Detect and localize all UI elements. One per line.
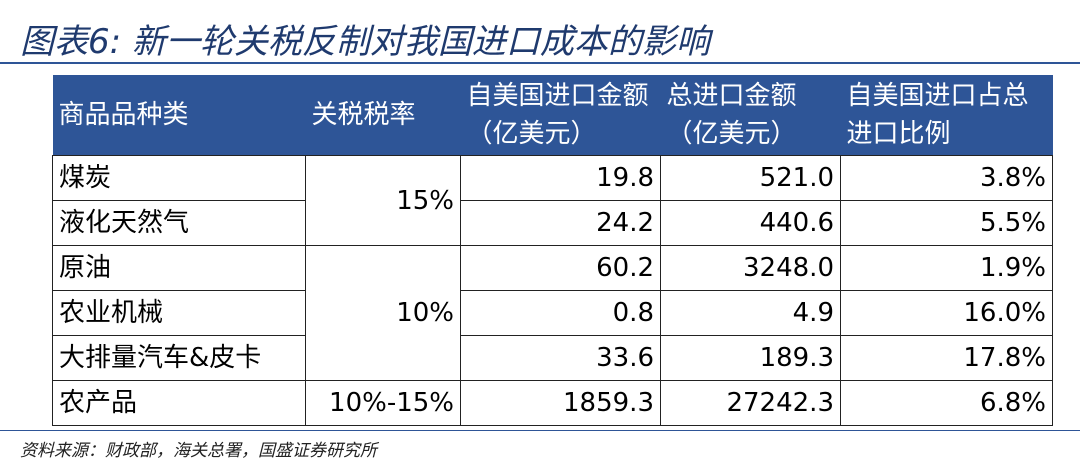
rate: 15% — [305, 155, 461, 246]
header-row: 商品品种类 关税税率 自美国进口金额（亿美元） 总进口金额（亿美元） 自美国进口… — [52, 75, 1053, 156]
total-import: 4.9 — [660, 290, 841, 336]
row: 液化天然气 24.2 440.6 5.5% — [52, 200, 1053, 246]
share: 17.8% — [840, 335, 1053, 381]
share: 5.5% — [840, 200, 1053, 246]
product: 大排量汽车&皮卡 — [52, 335, 306, 381]
share: 6.8% — [840, 380, 1053, 426]
product: 农产品 — [52, 380, 306, 426]
source-note: 资料来源：财政部，海关总署，国盛证券研究所 — [20, 441, 377, 461]
product: 液化天然气 — [52, 200, 306, 246]
rate: 10% — [305, 245, 461, 381]
column-header: 关税税率 — [305, 75, 461, 156]
title-rule — [0, 62, 1080, 64]
rate: 10%-15% — [305, 380, 461, 426]
us-import: 24.2 — [460, 200, 661, 246]
us-import: 60.2 — [460, 245, 661, 291]
product: 农业机械 — [52, 290, 306, 336]
product: 原油 — [52, 245, 306, 291]
column-header: 自美国进口占总进口比例 — [840, 75, 1053, 156]
product: 煤炭 — [52, 155, 306, 201]
share: 1.9% — [840, 245, 1053, 291]
total-import: 521.0 — [660, 155, 841, 201]
table: 商品品种类 关税税率 自美国进口金额（亿美元） 总进口金额（亿美元） 自美国进口… — [52, 75, 1053, 426]
column-header: 商品品种类 — [52, 75, 306, 156]
total-import: 27242.3 — [660, 380, 841, 426]
total-import: 440.6 — [660, 200, 841, 246]
row: 农产品 10%-15% 1859.3 27242.3 6.8% — [52, 380, 1053, 426]
share: 16.0% — [840, 290, 1053, 336]
row: 农业机械 0.8 4.9 16.0% — [52, 290, 1053, 336]
us-import: 33.6 — [460, 335, 661, 381]
column-header: 自美国进口金额（亿美元） — [460, 75, 661, 156]
row: 大排量汽车&皮卡 33.6 189.3 17.8% — [52, 335, 1053, 381]
row: 原油 10% 60.2 3248.0 1.9% — [52, 245, 1053, 381]
row: 煤炭 15% 19.8 521.0 3.8% — [52, 155, 1053, 246]
share: 3.8% — [840, 155, 1053, 201]
column-header: 总进口金额（亿美元） — [660, 75, 841, 156]
title: 图表6: 新一轮关税反制对我国进口成本的影响 — [20, 22, 710, 62]
total-import: 3248.0 — [660, 245, 841, 291]
us-import: 1859.3 — [460, 380, 661, 426]
total-import: 189.3 — [660, 335, 841, 381]
us-import: 19.8 — [460, 155, 661, 201]
us-import: 0.8 — [460, 290, 661, 336]
footer-rule — [0, 430, 1080, 431]
